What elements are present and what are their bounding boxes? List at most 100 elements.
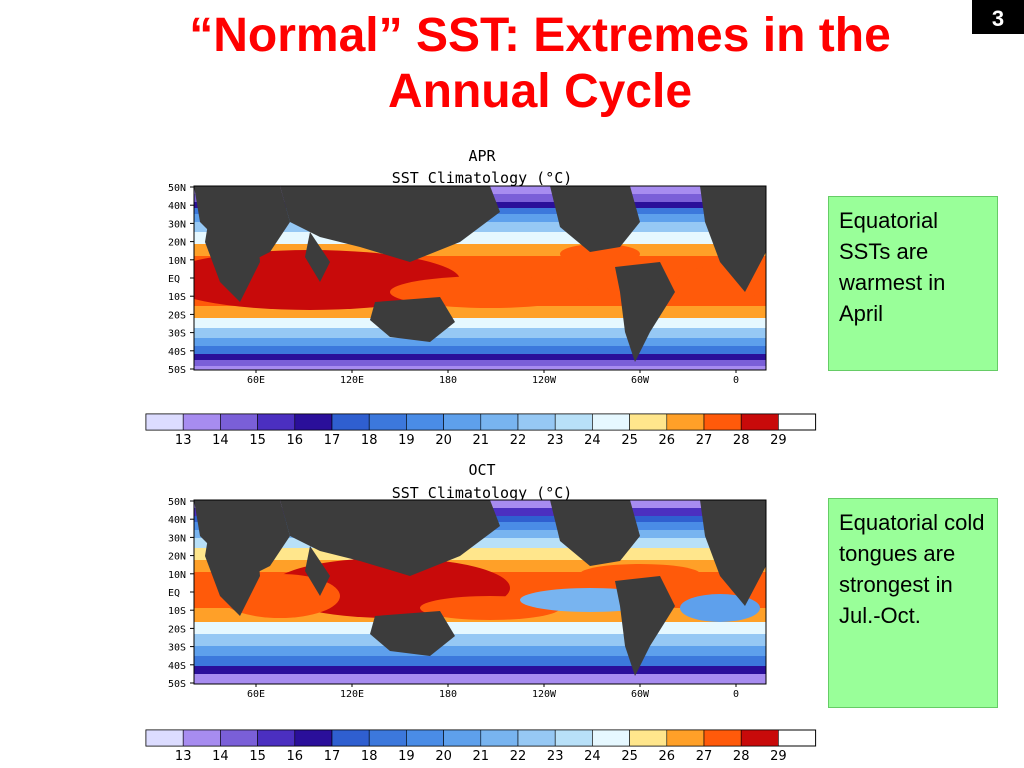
note-text-oct: Equatorial cold tongues are strongest in… [839, 510, 985, 628]
colorbar-swatch [331, 729, 370, 747]
colorbar-tick-label: 21 [473, 433, 490, 448]
colorbar-swatch [443, 729, 482, 747]
map-subtitle-apr: SST Climatology (°C) [391, 169, 573, 187]
colorbar-tick-label: 18 [361, 433, 378, 448]
colorbar-swatch [406, 413, 444, 431]
colorbar-tick-label: 13 [175, 749, 192, 764]
colorbar-tick-label: 26 [659, 749, 676, 764]
lon-tick-label: 120W [532, 375, 557, 386]
lat-tick-label: 50N [168, 183, 186, 194]
lat-tick-label: 50S [168, 365, 186, 376]
colorbar-swatch [220, 729, 258, 747]
colorbar-tick-label: 17 [324, 433, 341, 448]
colorbar-tick-label: 16 [287, 749, 304, 764]
colorbar-swatch [368, 729, 407, 747]
lon-tick-label: 180 [439, 689, 457, 700]
colorbar-swatch [182, 729, 221, 747]
colorbar-swatch [666, 413, 705, 431]
colorbar-swatch [294, 729, 333, 747]
colorbar-swatch [145, 413, 184, 431]
colorbar-tick-label: 28 [733, 433, 750, 448]
lon-tick-label: 60W [631, 689, 650, 700]
colorbar-swatch [368, 413, 407, 431]
lat-tick-label: 10S [168, 606, 186, 617]
colorbar-tick-label: 29 [770, 749, 787, 764]
lat-tick-label: 10N [168, 570, 186, 581]
page-number: 3 [972, 0, 1024, 34]
map-subtitle-oct: SST Climatology (°C) [391, 484, 573, 502]
colorbar-tick-label: 25 [621, 749, 638, 764]
colorbar-tick-label: 29 [770, 433, 787, 448]
lat-tick-label: 20S [168, 624, 186, 635]
colorbar-swatch [443, 413, 482, 431]
colorbar-tick-label: 28 [733, 749, 750, 764]
note-box-oct: Equatorial cold tongues are strongest in… [828, 498, 998, 708]
lon-tick-label: 180 [439, 375, 457, 386]
colorbar-swatch [740, 729, 779, 747]
colorbar-swatch [182, 413, 221, 431]
lat-tick-label: 40N [168, 201, 186, 212]
lat-tick-label: 50N [168, 497, 186, 508]
title-line-2: Annual Cycle [387, 65, 693, 118]
note-box-apr: Equatorial SSTs are warmest in April [828, 196, 998, 371]
colorbar-swatch [666, 729, 705, 747]
lat-tick-label: 30N [168, 533, 186, 544]
colorbar-tick-label: 20 [435, 749, 452, 764]
colorbar-swatch [406, 729, 444, 747]
colorbar-swatch [554, 413, 593, 431]
colorbar-swatch [592, 413, 630, 431]
sst-map-oct: 50N 40N 30N 20N 10N EQ 10S 20S 30S 40S 50S 60E 120E 1… [168, 497, 767, 700]
colorbar-tick-label: 24 [584, 749, 601, 764]
lat-tick-label: EQ [168, 274, 180, 285]
colorbar-swatch [480, 729, 519, 747]
colorbar-swatch [629, 729, 668, 747]
map-month-oct: OCT [468, 461, 496, 479]
colorbar-tick-label: 19 [398, 749, 415, 764]
colorbar-tick-label: 25 [621, 433, 638, 448]
title-line-1: “Normal” SST: Extremes in the [189, 9, 891, 62]
lat-tick-label: 40S [168, 661, 186, 672]
lat-tick-label: 20S [168, 310, 186, 321]
lat-tick-label: 20N [168, 552, 186, 563]
colorbar-swatch [480, 413, 519, 431]
lat-tick-label: 10S [168, 292, 186, 303]
colorbar-swatch [703, 729, 742, 747]
colorbar-swatch [592, 729, 630, 747]
colorbar-swatch [257, 729, 296, 747]
colorbar-apr: 13 14 15 16 17 18 19 20 21 22 23 24 25 26 27 28 29 [145, 413, 817, 448]
lat-tick-label: EQ [168, 588, 180, 599]
colorbar-tick-label: 22 [510, 433, 527, 448]
colorbar-tick-label: 27 [696, 749, 713, 764]
lat-tick-label: 20N [168, 238, 186, 249]
colorbar-oct: 13 14 15 16 17 18 19 20 21 22 23 24 25 26 27 28 29 [145, 729, 817, 764]
colorbar-tick-label: 26 [659, 433, 676, 448]
lat-tick-label: 40S [168, 347, 186, 358]
colorbar-tick-label: 23 [547, 433, 564, 448]
colorbar-tick-label: 21 [473, 749, 490, 764]
lon-tick-label: 60E [247, 375, 265, 386]
slide-title: “Normal” SST: Extremes in the Annual Cyc… [60, 8, 1020, 120]
colorbar-tick-label: 17 [324, 749, 341, 764]
colorbar-tick-label: 13 [175, 433, 192, 448]
lat-tick-label: 40N [168, 515, 186, 526]
lat-tick-label: 10N [168, 256, 186, 267]
colorbar-tick-label: 15 [249, 433, 266, 448]
lat-tick-label: 30N [168, 219, 186, 230]
colorbar-tick-label: 15 [249, 749, 266, 764]
colorbar-tick-label: 16 [287, 433, 304, 448]
colorbar-swatch [629, 413, 668, 431]
lon-tick-label: 60W [631, 375, 650, 386]
lon-tick-label: 60E [247, 689, 265, 700]
colorbar-tick-label: 20 [435, 433, 452, 448]
colorbar-tick-label: 22 [510, 749, 527, 764]
colorbar-swatch [517, 413, 556, 431]
sst-map-apr: 50N 40N 30N 20N 10N EQ 10S 20S 30S 40S 50S 60E 120E 1… [168, 183, 767, 386]
lon-tick-label: 0 [733, 689, 739, 700]
colorbar-swatch [145, 729, 184, 747]
colorbar-swatch [703, 413, 742, 431]
lon-tick-label: 120E [340, 375, 364, 386]
lat-tick-label: 50S [168, 679, 186, 690]
lat-tick-label: 30S [168, 643, 186, 654]
lon-tick-label: 0 [733, 375, 739, 386]
colorbar-swatch [220, 413, 258, 431]
